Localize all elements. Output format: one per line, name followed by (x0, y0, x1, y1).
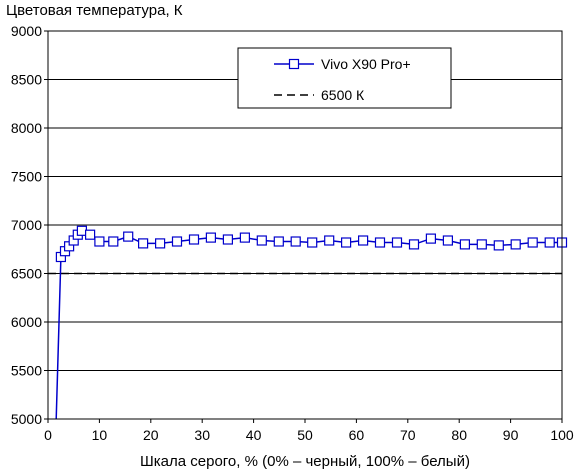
x-tick-label: 20 (143, 427, 159, 443)
x-tick-label: 60 (349, 427, 365, 443)
legend: Vivo X90 Pro+ 6500 К (237, 47, 452, 109)
y-tick-label: 9000 (11, 23, 42, 39)
y-axis-title: Цветовая температура, К (6, 2, 183, 19)
data-point (155, 238, 166, 249)
data-point (222, 234, 233, 245)
x-tick-label: 50 (297, 427, 313, 443)
y-tick-label: 5000 (11, 411, 42, 427)
x-tick-label: 30 (194, 427, 210, 443)
data-point (510, 239, 521, 250)
x-tick-label: 80 (451, 427, 467, 443)
data-point (239, 232, 250, 243)
data-point (476, 239, 487, 250)
data-point (358, 235, 369, 246)
data-point (459, 239, 470, 250)
data-point (171, 236, 183, 247)
y-tick-label: 7000 (11, 217, 42, 233)
data-point (408, 239, 420, 250)
data-point (425, 233, 436, 244)
legend-label-series-2: 6500 К (321, 87, 365, 103)
data-point (123, 231, 134, 242)
data-point (84, 229, 96, 240)
data-point (205, 232, 216, 243)
data-point (273, 236, 284, 247)
data-point (290, 236, 301, 247)
data-point (94, 236, 105, 247)
data-point (188, 234, 200, 245)
legend-label-series-1: Vivo X90 Pro+ (321, 56, 411, 72)
x-tick-label: 90 (503, 427, 519, 443)
y-tick-label: 8000 (11, 120, 42, 136)
x-axis: 0 10 20 30 40 50 60 70 80 90 100 (44, 419, 574, 443)
data-point (527, 237, 538, 248)
x-tick-label: 100 (550, 427, 574, 443)
x-axis-title: Шкала серого, % (0% – черный, 100% – бел… (140, 453, 470, 469)
data-point (324, 235, 335, 246)
data-point (108, 236, 119, 247)
y-tick-label: 6000 (11, 314, 42, 330)
data-point (256, 235, 267, 246)
data-point (138, 238, 149, 249)
y-tick-label: 6500 (11, 266, 42, 282)
data-point (391, 237, 403, 248)
x-tick-label: 0 (44, 427, 52, 443)
series-layer (55, 225, 568, 420)
y-axis: 5000 5500 6000 6500 7000 7500 8000 8500 9000 (11, 23, 48, 427)
x-tick-label: 40 (246, 427, 262, 443)
data-point (307, 237, 318, 248)
data-point (341, 237, 352, 248)
data-point (544, 237, 555, 248)
legend-box (237, 47, 452, 109)
x-tick-label: 10 (92, 427, 108, 443)
legend-marker-series-1 (288, 58, 300, 70)
data-point (493, 240, 504, 251)
y-tick-label: 5500 (11, 363, 42, 379)
x-tick-label: 70 (400, 427, 416, 443)
y-tick-label: 7500 (11, 169, 42, 185)
y-tick-label: 8500 (11, 72, 42, 88)
data-point (374, 237, 386, 248)
data-point (442, 235, 453, 246)
